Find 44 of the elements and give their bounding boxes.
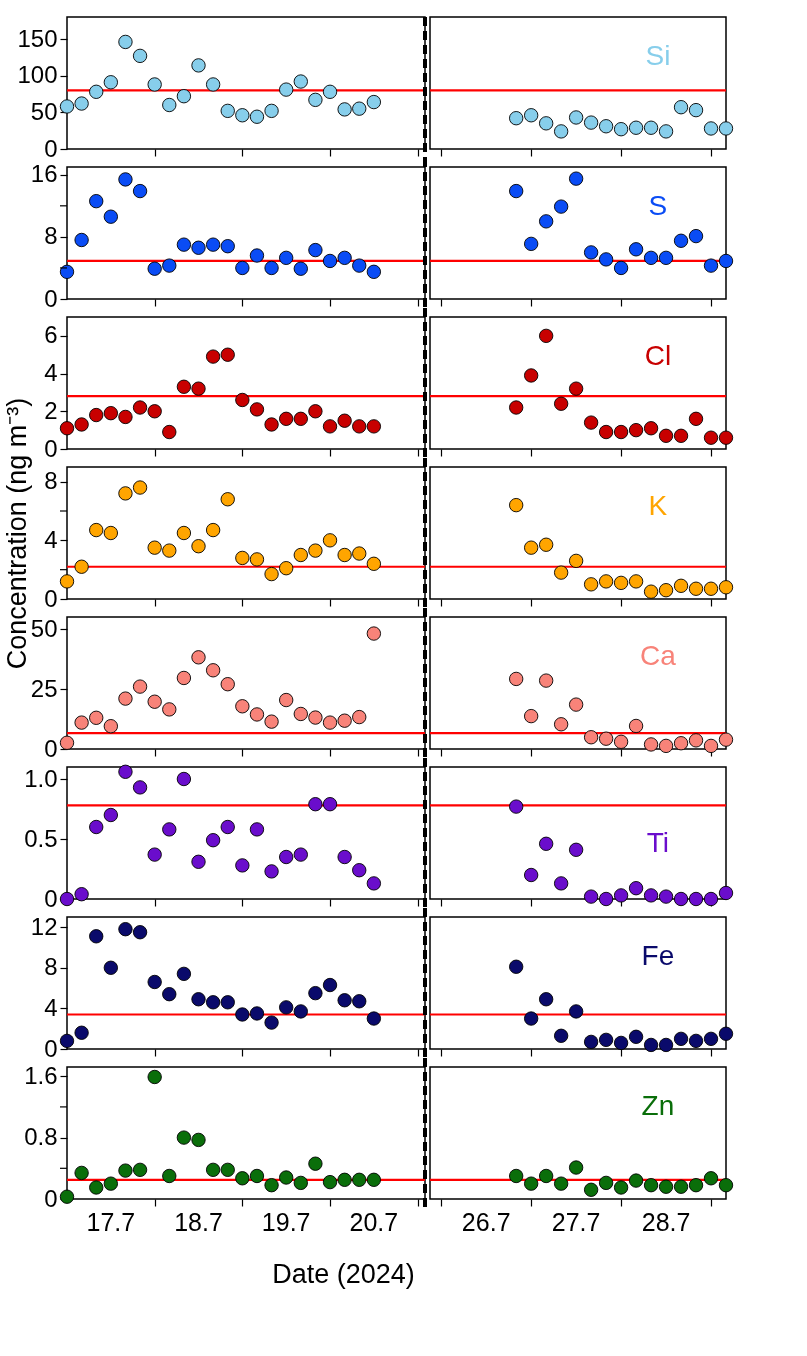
x-tick-label: 20.7	[349, 1208, 399, 1236]
series-label: Zn	[641, 1089, 675, 1121]
series-label: S	[648, 189, 668, 221]
y-tick-label: 4	[44, 993, 58, 1021]
text: Fe	[641, 939, 675, 971]
x-tick-label: 26.7	[461, 1208, 511, 1236]
y-tick-label: 0	[44, 734, 58, 762]
y-tick-label: 0	[44, 884, 58, 912]
y-tick-label: 1.0	[24, 764, 58, 792]
x-tick-label: 17.7	[86, 1208, 136, 1236]
y-tick-label: 0	[44, 584, 58, 612]
x-tick-label: 19.7	[261, 1208, 311, 1236]
y-tick-label: 0	[44, 1034, 58, 1062]
x-tick-label: 28.7	[641, 1208, 691, 1236]
series-label: Ti	[646, 826, 670, 858]
y-tick-label: 8	[44, 953, 58, 981]
y-tick-label: 0	[44, 284, 58, 312]
y-tick-label: 8	[44, 467, 58, 495]
series-label: Cl	[644, 339, 672, 371]
series-label: Ca	[640, 639, 677, 671]
y-tick-label: 4	[44, 359, 58, 387]
y-tick-label: 0	[44, 1184, 58, 1212]
y-tick-label: 0.8	[24, 1123, 58, 1151]
y-tick-label: 0	[44, 134, 58, 162]
x-tick-label: 18.7	[174, 1208, 223, 1236]
series-label: K	[648, 489, 668, 521]
y-tick-label: 0	[44, 434, 58, 462]
y-tick-label: 50	[30, 97, 58, 125]
y-tick-label: 16	[30, 160, 58, 188]
y-tick-label: 2	[44, 396, 58, 424]
x-tick-label: 27.7	[551, 1208, 601, 1236]
y-tick-label: 0.5	[24, 824, 58, 852]
y-tick-label: 25	[30, 674, 58, 702]
y-tick-label: 1.6	[24, 1061, 58, 1089]
y-tick-label: 4	[44, 525, 58, 553]
series-label: Si	[645, 39, 671, 71]
y-tick-label: 12	[30, 912, 58, 940]
y-tick-label: 8	[44, 222, 58, 250]
y-tick-label: 50	[30, 614, 58, 642]
y-tick-label: 6	[44, 321, 58, 349]
y-tick-label: 150	[17, 24, 58, 52]
x-axis-title: Date (2024)	[272, 1258, 415, 1289]
y-axis-title: Concentration (ng m⁻³)	[2, 397, 33, 670]
y-tick-label: 100	[17, 61, 58, 89]
